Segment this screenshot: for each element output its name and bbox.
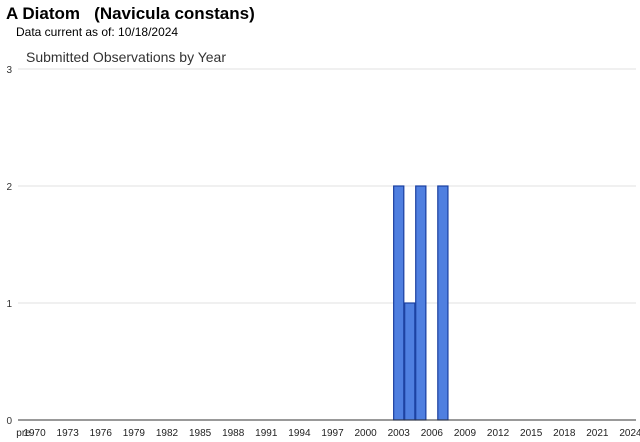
x-tick-label: pre [16, 428, 31, 439]
x-tick-label: 2021 [586, 428, 609, 439]
x-tick-label: 1982 [156, 428, 179, 439]
x-tick-label: 2024 [619, 428, 640, 439]
bar-2005 [415, 185, 427, 421]
x-tick-label: 1985 [189, 428, 212, 439]
x-tick-label: 1976 [90, 428, 113, 439]
y-tick-label: 3 [6, 65, 12, 76]
x-tick-label: 1988 [222, 428, 245, 439]
y-tick-label: 0 [6, 416, 12, 427]
x-tick-label: 2000 [355, 428, 378, 439]
bar-2003 [393, 185, 405, 421]
chart-title: Submitted Observations by Year [26, 49, 227, 65]
data-date-label: Data current as of: 10/18/2024 [16, 25, 179, 39]
bar-2004 [404, 302, 416, 421]
x-tick-label: 1970 [23, 428, 46, 439]
y-tick-label: 2 [6, 182, 12, 193]
x-tick-label: 2012 [487, 428, 510, 439]
page-title: A Diatom (Navicula constans) [6, 4, 255, 23]
bar-2007 [437, 185, 449, 421]
x-tick-label: 1973 [57, 428, 80, 439]
x-tick-label: 2018 [553, 428, 576, 439]
x-tick-label: 1994 [288, 428, 311, 439]
y-tick-label: 1 [6, 299, 12, 310]
x-tick-label: 2006 [421, 428, 444, 439]
x-tick-label: 1979 [123, 428, 146, 439]
x-tick-label: 2003 [388, 428, 411, 439]
x-tick-label: 2015 [520, 428, 543, 439]
x-tick-label: 1991 [255, 428, 278, 439]
x-tick-label: 1997 [321, 428, 344, 439]
x-tick-label: 2009 [454, 428, 477, 439]
